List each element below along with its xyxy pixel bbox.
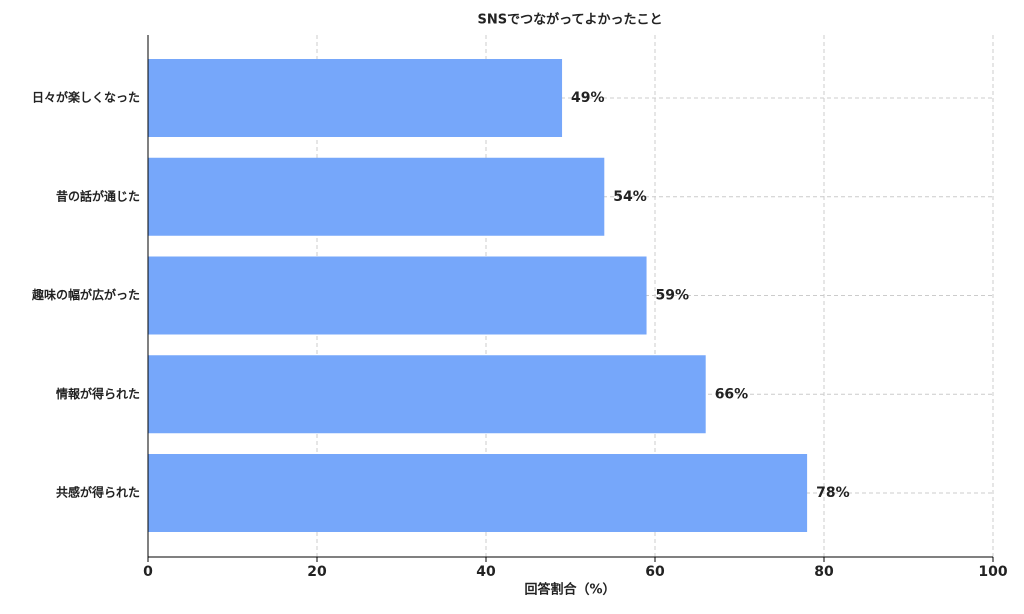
y-tick-label: 日々が楽しくなった: [32, 90, 140, 105]
bar: [148, 59, 563, 137]
y-tick-label: 共感が得られた: [56, 485, 140, 500]
x-tick-label: 0: [143, 564, 153, 580]
x-tick-label: 100: [978, 564, 1007, 580]
y-tick-label: 昔の話が通じた: [56, 188, 140, 203]
x-tick-label: 80: [814, 564, 834, 580]
x-tick-label: 40: [476, 564, 496, 580]
bar: [148, 454, 808, 532]
x-tick-label: 60: [645, 564, 665, 580]
bar: [148, 355, 706, 434]
value-label: 59%: [656, 288, 690, 304]
bar: [148, 157, 605, 236]
value-label: 78%: [816, 485, 850, 501]
y-tick-label: 趣味の幅が広がった: [31, 287, 140, 302]
chart-title: SNSでつながってよかったこと: [478, 12, 663, 28]
value-label: 49%: [571, 90, 605, 106]
bar: [148, 256, 647, 335]
y-tick-label: 情報が得られた: [56, 386, 140, 401]
value-label: 66%: [715, 386, 749, 402]
value-label: 54%: [613, 189, 647, 205]
x-axis-label: 回答割合（%）: [524, 582, 615, 598]
x-tick-label: 20: [307, 564, 327, 580]
